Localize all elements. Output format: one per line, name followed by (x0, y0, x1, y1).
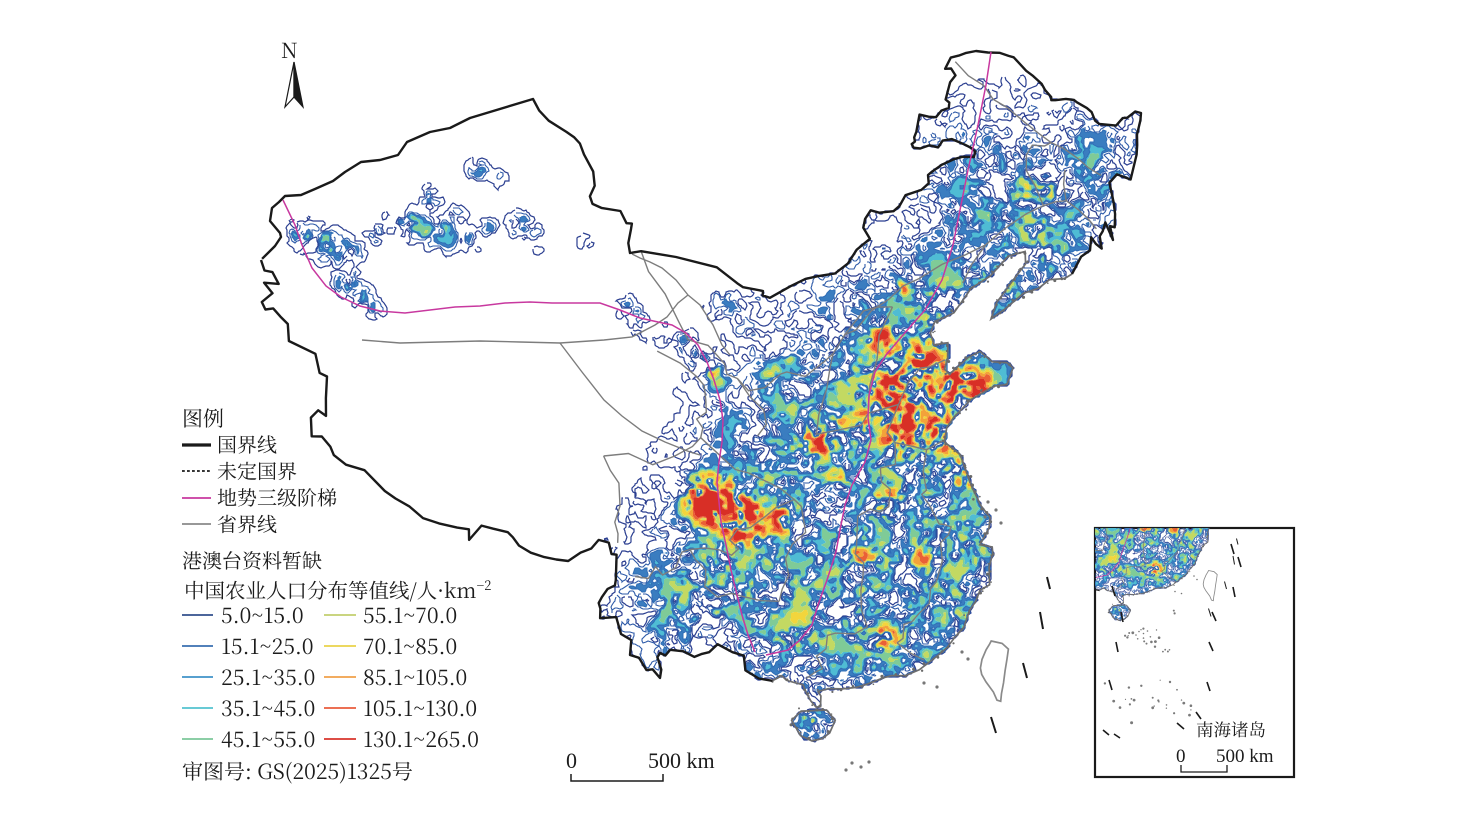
svg-text:500 km: 500 km (648, 748, 715, 773)
svg-text:500 km: 500 km (1216, 746, 1274, 767)
svg-text:0: 0 (1176, 746, 1186, 767)
svg-text:0: 0 (566, 748, 577, 773)
